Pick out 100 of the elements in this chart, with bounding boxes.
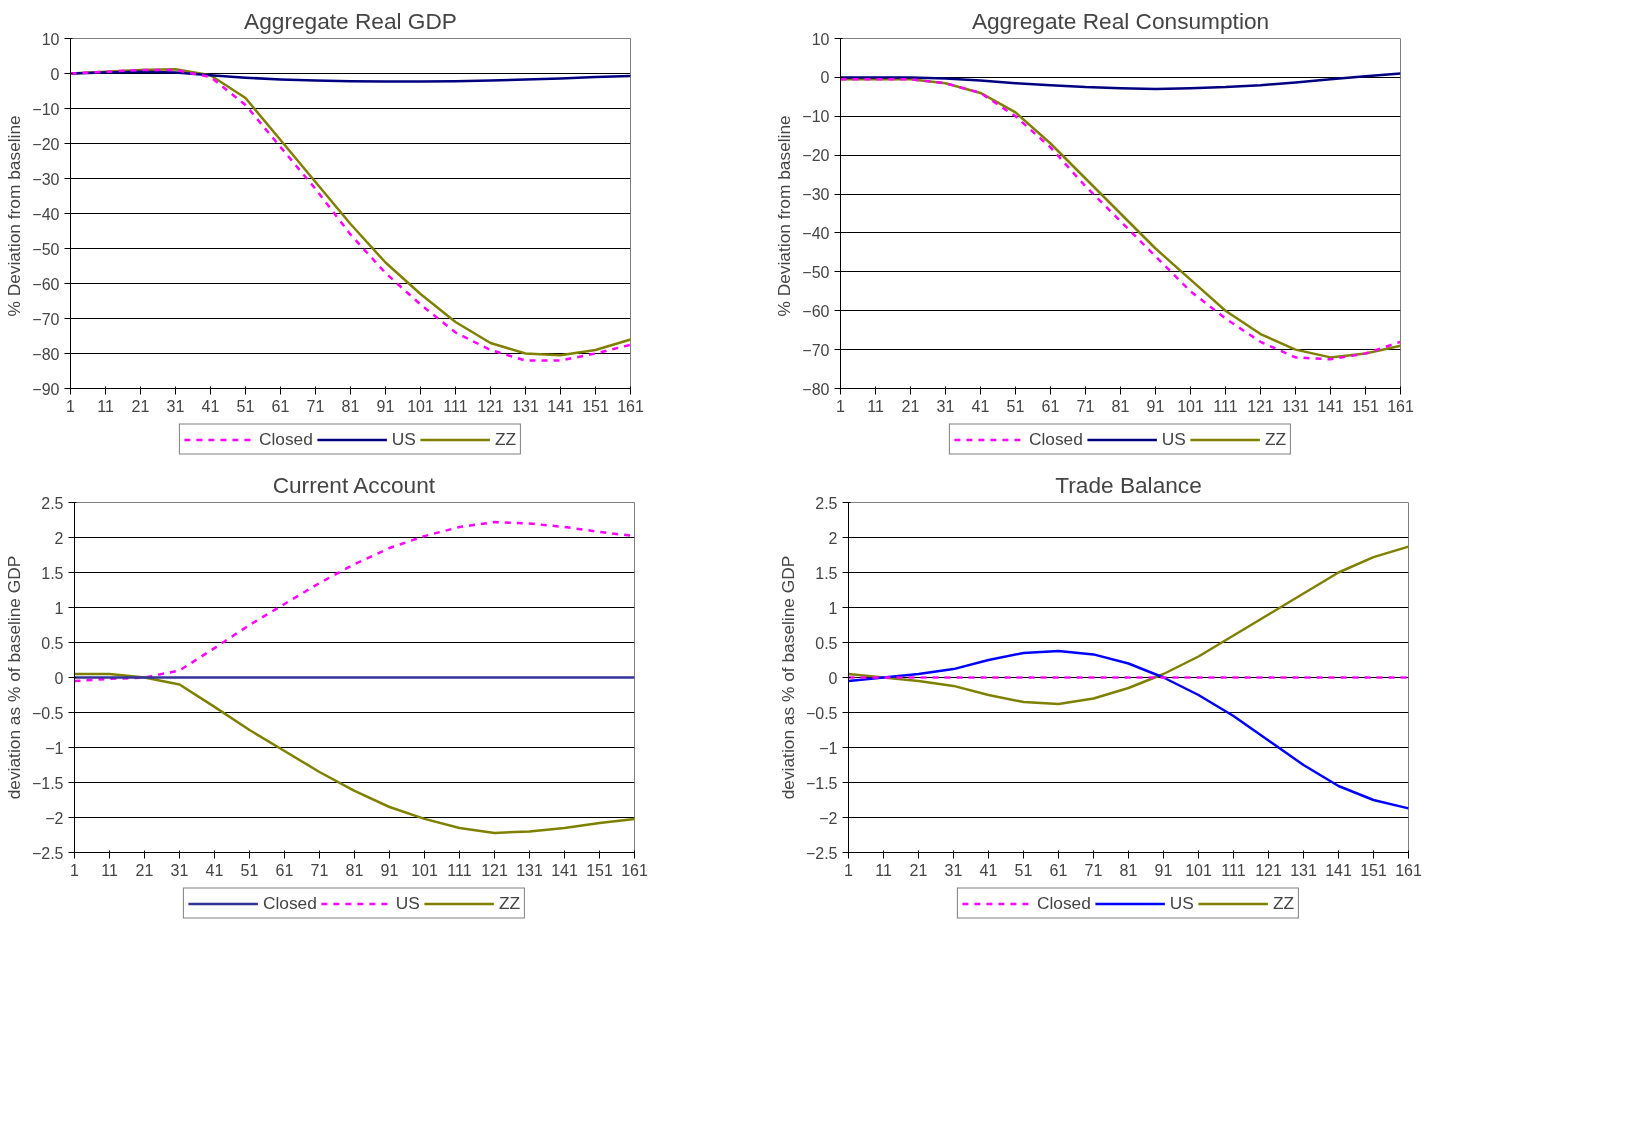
- x-tick-label: 11: [101, 861, 118, 879]
- y-tick-label: 0: [820, 69, 830, 87]
- x-tick-label: 21: [135, 861, 154, 879]
- x-tick-label: 21: [909, 861, 928, 879]
- x-tick-label: 131: [516, 861, 543, 879]
- y-tick-label: −60: [32, 275, 60, 293]
- x-tick-label: 91: [1154, 861, 1173, 879]
- x-tick-label: 101: [411, 861, 438, 879]
- x-tick-label: 91: [1146, 397, 1165, 415]
- x-tick-label: 131: [1282, 397, 1309, 415]
- chart-title: Aggregate Real GDP: [244, 7, 457, 34]
- x-tick-label: 111: [1221, 861, 1246, 879]
- x-tick-label: 161: [1395, 861, 1422, 879]
- y-tick-label: −50: [32, 240, 60, 258]
- x-tick-label: 71: [1084, 861, 1103, 879]
- y-tick-label: −1.5: [31, 774, 64, 792]
- x-tick-label: 111: [447, 861, 472, 879]
- y-tick-label: 0.5: [815, 634, 838, 652]
- legend-label: ZZ: [494, 428, 517, 450]
- x-tick-label: 121: [477, 397, 504, 415]
- legend-label: Closed: [1028, 428, 1083, 450]
- legend-label: ZZ: [1264, 428, 1287, 450]
- y-axis-title: deviation as % of baseline GDP: [777, 555, 798, 800]
- y-tick-label: 10: [41, 30, 60, 48]
- chart-title: Current Account: [272, 471, 436, 498]
- chart-title: Aggregate Real Consumption: [971, 7, 1270, 34]
- x-tick-label: 61: [1049, 861, 1068, 879]
- y-tick-label: −80: [32, 345, 60, 363]
- legend-label: US: [395, 892, 420, 914]
- y-tick-label: 0: [54, 669, 64, 687]
- x-tick-label: 1: [66, 397, 76, 415]
- x-tick-label: 31: [944, 861, 963, 879]
- x-tick-label: 151: [1352, 397, 1379, 415]
- x-tick-label: 41: [205, 861, 224, 879]
- y-tick-label: −1: [45, 739, 64, 757]
- x-tick-label: 141: [551, 861, 578, 879]
- x-tick-label: 121: [481, 861, 508, 879]
- line-series: [848, 649, 1409, 810]
- x-tick-label: 41: [979, 861, 998, 879]
- y-tick-label: −90: [32, 380, 60, 398]
- y-axis-title: deviation as % of baseline GDP: [3, 555, 24, 800]
- x-tick-label: 161: [1387, 397, 1414, 415]
- x-tick-label: 161: [621, 861, 648, 879]
- y-tick-label: −0.5: [805, 704, 838, 722]
- y-tick-label: −1: [819, 739, 838, 757]
- legend-label: Closed: [262, 892, 317, 914]
- x-tick-label: 61: [271, 397, 290, 415]
- y-tick-label: −2: [45, 809, 64, 827]
- x-tick-label: 11: [97, 397, 114, 415]
- x-tick-label: 111: [1213, 397, 1238, 415]
- y-tick-label: −80: [802, 380, 830, 398]
- x-tick-label: 151: [1360, 861, 1387, 879]
- x-tick-label: 51: [1006, 397, 1025, 415]
- y-tick-label: 2: [828, 529, 838, 547]
- x-tick-label: 81: [1119, 861, 1138, 879]
- x-tick-label: 31: [170, 861, 189, 879]
- x-tick-label: 51: [240, 861, 259, 879]
- x-tick-label: 41: [971, 397, 990, 415]
- y-tick-label: 1: [54, 599, 64, 617]
- x-tick-label: 31: [936, 397, 955, 415]
- x-tick-label: 131: [1290, 861, 1317, 879]
- x-tick-label: 121: [1255, 861, 1282, 879]
- x-tick-label: 1: [70, 861, 80, 879]
- x-tick-label: 121: [1247, 397, 1274, 415]
- x-tick-label: 21: [131, 397, 150, 415]
- legend-label: Closed: [1036, 892, 1091, 914]
- line-series: [74, 672, 635, 835]
- x-tick-label: 41: [201, 397, 220, 415]
- x-tick-label: 91: [376, 397, 395, 415]
- x-tick-label: 151: [586, 861, 613, 879]
- x-tick-label: 61: [275, 861, 294, 879]
- y-axis-title: % Deviation from baseline: [774, 115, 795, 317]
- x-tick-label: 1: [844, 861, 854, 879]
- legend-label: US: [1169, 892, 1194, 914]
- y-tick-label: −30: [32, 170, 60, 188]
- x-tick-label: 61: [1041, 397, 1060, 415]
- line-series: [848, 545, 1409, 706]
- x-tick-label: 81: [1111, 397, 1130, 415]
- x-tick-label: 71: [306, 397, 325, 415]
- legend-label: US: [1161, 428, 1186, 450]
- y-tick-label: −2.5: [805, 844, 838, 862]
- y-tick-label: −70: [802, 341, 830, 359]
- y-tick-label: −40: [802, 224, 830, 242]
- x-tick-label: 71: [1076, 397, 1095, 415]
- y-tick-label: −0.5: [31, 704, 64, 722]
- x-tick-label: 81: [345, 861, 364, 879]
- y-tick-label: 2.5: [815, 494, 838, 512]
- y-tick-label: 1.5: [41, 564, 64, 582]
- x-tick-label: 131: [512, 397, 539, 415]
- chart-title: Trade Balance: [1055, 471, 1202, 498]
- x-tick-label: 101: [1185, 861, 1212, 879]
- x-tick-label: 11: [875, 861, 892, 879]
- x-tick-label: 81: [341, 397, 360, 415]
- y-tick-label: −2: [819, 809, 838, 827]
- legend-label: ZZ: [498, 892, 521, 914]
- y-tick-label: −50: [802, 263, 830, 281]
- x-tick-label: 91: [380, 861, 399, 879]
- y-tick-label: 2.5: [41, 494, 64, 512]
- y-tick-label: 0: [828, 669, 838, 687]
- y-tick-label: −10: [32, 100, 60, 118]
